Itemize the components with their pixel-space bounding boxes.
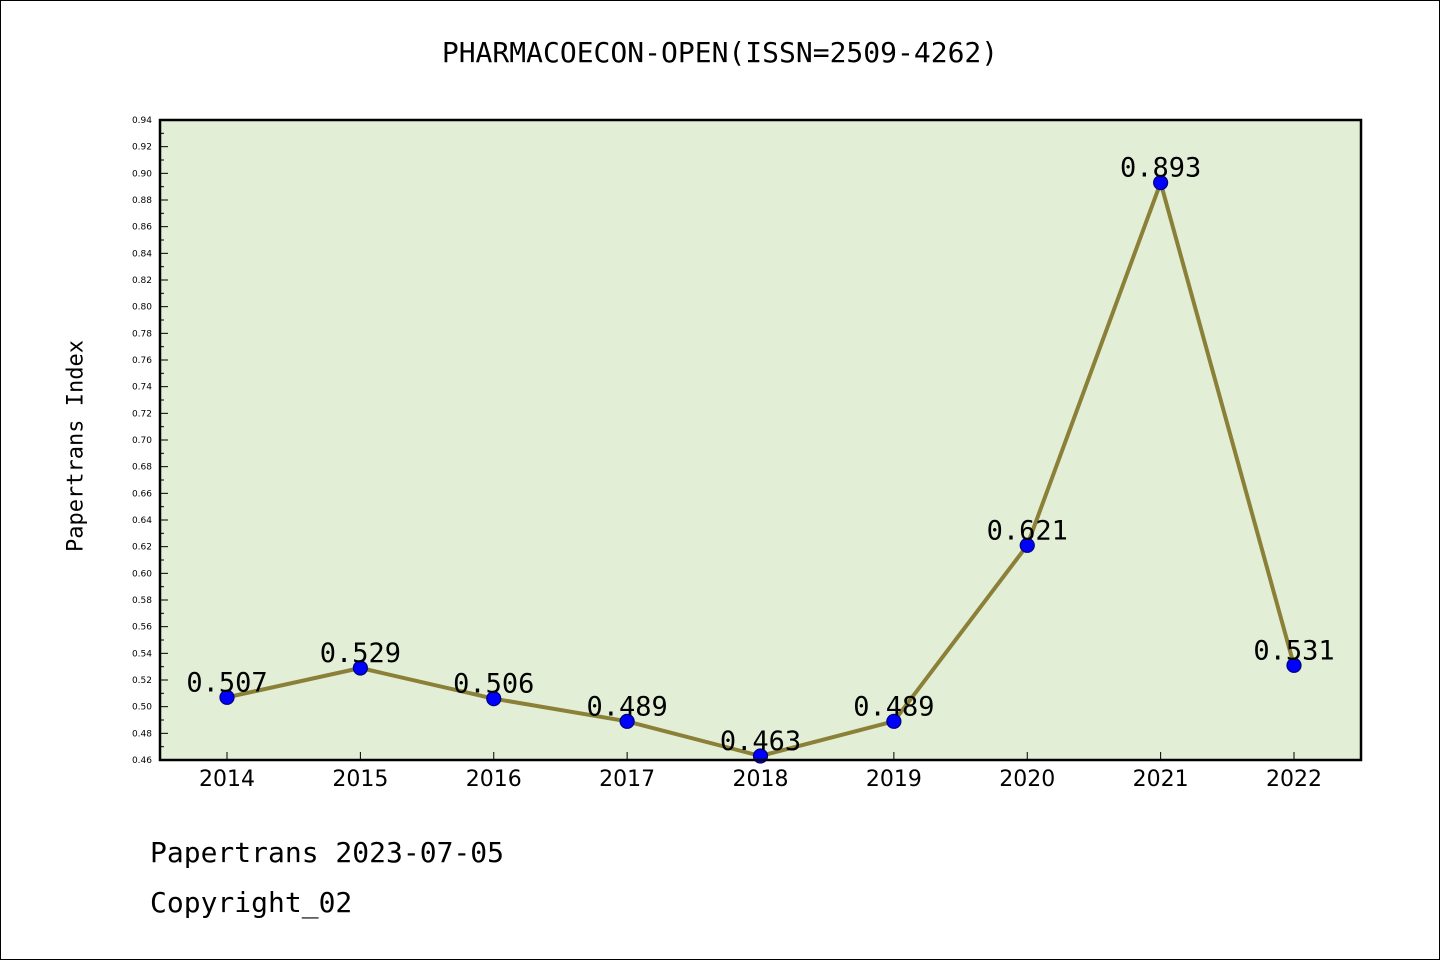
y-tick-label: 0.72 bbox=[132, 409, 152, 419]
data-label: 0.506 bbox=[453, 669, 534, 700]
y-tick-label: 0.48 bbox=[132, 729, 152, 739]
footer-copyright: Copyright_02 bbox=[150, 886, 353, 919]
x-tick-label: 2022 bbox=[1266, 767, 1322, 792]
data-label: 0.489 bbox=[586, 691, 667, 722]
x-tick-label: 2018 bbox=[733, 767, 789, 792]
footer-date: Papertrans 2023-07-05 bbox=[150, 836, 505, 869]
plot-border bbox=[158, 118, 1363, 762]
data-label: 0.529 bbox=[320, 638, 401, 669]
y-tick-label: 0.84 bbox=[132, 249, 152, 259]
y-tick-label: 0.58 bbox=[132, 596, 152, 606]
y-tick-label: 0.60 bbox=[132, 569, 152, 579]
y-tick-label: 0.88 bbox=[132, 196, 152, 206]
data-point bbox=[619, 713, 635, 729]
y-tick-label: 0.80 bbox=[132, 303, 152, 313]
y-tick-label: 0.64 bbox=[132, 516, 152, 526]
x-tick-label: 2014 bbox=[199, 767, 255, 792]
x-tick-label: 2019 bbox=[866, 767, 922, 792]
data-point bbox=[352, 660, 368, 676]
x-tick-label: 2015 bbox=[332, 767, 388, 792]
y-tick-label: 0.50 bbox=[132, 703, 152, 713]
data-label: 0.531 bbox=[1253, 635, 1334, 666]
data-point bbox=[1153, 175, 1169, 191]
x-tick-label: 2017 bbox=[599, 767, 655, 792]
y-tick-label: 0.92 bbox=[132, 143, 152, 153]
y-tick-label: 0.56 bbox=[132, 623, 152, 633]
chart-title: PHARMACOECON-OPEN(ISSN=2509-4262) bbox=[441, 36, 999, 69]
y-tick-label: 0.62 bbox=[132, 543, 152, 553]
data-point bbox=[886, 713, 902, 729]
y-tick-label: 0.54 bbox=[132, 649, 152, 659]
data-point bbox=[1019, 537, 1035, 553]
data-label: 0.621 bbox=[987, 515, 1068, 546]
data-label: 0.463 bbox=[720, 726, 801, 757]
data-point bbox=[1286, 657, 1302, 673]
y-tick-label: 0.78 bbox=[132, 329, 152, 339]
y-tick-label: 0.86 bbox=[132, 223, 152, 233]
x-tick-label: 2021 bbox=[1133, 767, 1189, 792]
x-tick-label: 2016 bbox=[466, 767, 522, 792]
y-tick-label: 0.74 bbox=[132, 383, 152, 393]
data-label: 0.893 bbox=[1120, 153, 1201, 184]
y-tick-label: 0.68 bbox=[132, 463, 152, 473]
data-label: 0.489 bbox=[853, 691, 934, 722]
plot-area bbox=[160, 120, 1361, 760]
y-tick-label: 0.66 bbox=[132, 489, 152, 499]
y-tick-label: 0.52 bbox=[132, 676, 152, 686]
y-tick-label: 0.46 bbox=[132, 756, 152, 766]
y-tick-label: 0.94 bbox=[132, 116, 152, 126]
y-tick-label: 0.76 bbox=[132, 356, 152, 366]
y-tick-label: 0.82 bbox=[132, 276, 152, 286]
y-tick-label: 0.70 bbox=[132, 436, 152, 446]
x-tick-label: 2020 bbox=[999, 767, 1055, 792]
data-point bbox=[219, 689, 235, 705]
data-point bbox=[486, 691, 502, 707]
data-label: 0.507 bbox=[186, 667, 267, 698]
y-tick-label: 0.90 bbox=[132, 169, 152, 179]
